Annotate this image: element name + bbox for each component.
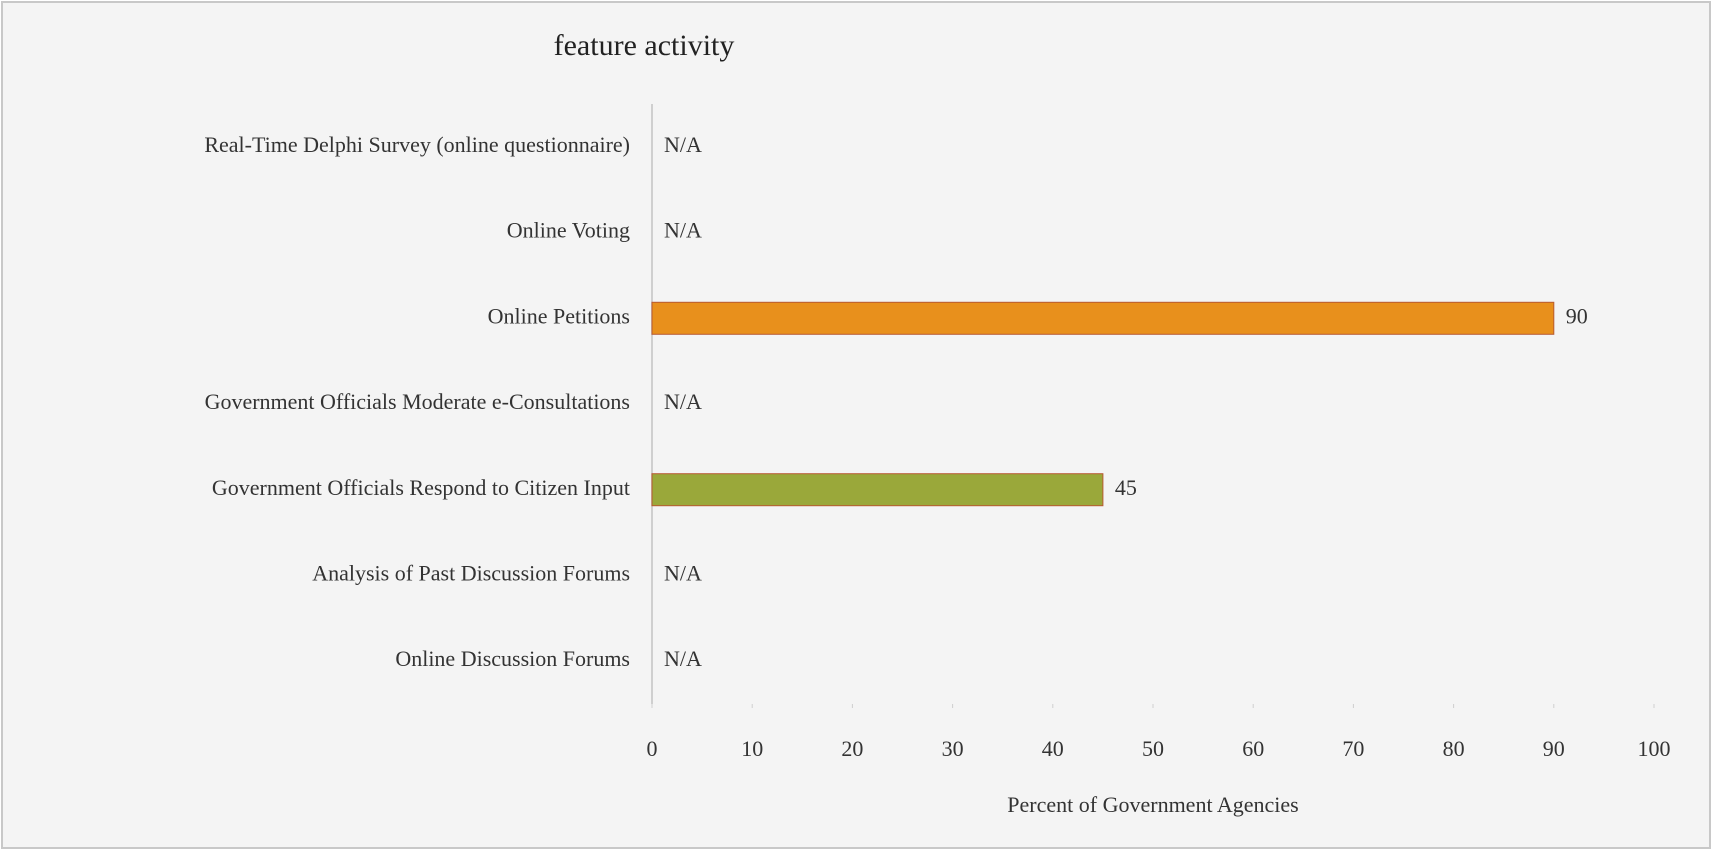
y-tick-label: Online Voting [507, 218, 630, 243]
y-tick-label: Government Officials Moderate e-Consulta… [205, 389, 630, 414]
y-tick-label: Real-Time Delphi Survey (online question… [204, 132, 630, 157]
bar [651, 473, 1104, 507]
x-axis-label: Percent of Government Agencies [1007, 792, 1298, 817]
value-label: 90 [1566, 303, 1588, 328]
x-tick-label: 40 [1042, 736, 1064, 761]
y-tick-label: Analysis of Past Discussion Forums [312, 560, 630, 585]
x-tick-label: 100 [1638, 736, 1671, 761]
x-tick-label: 80 [1443, 736, 1465, 761]
x-tick-label: 90 [1543, 736, 1565, 761]
y-tick-label: Government Officials Respond to Citizen … [212, 475, 630, 500]
x-tick-label: 50 [1142, 736, 1164, 761]
value-label: N/A [664, 389, 702, 414]
value-label: N/A [664, 218, 702, 243]
x-tick-label: 20 [841, 736, 863, 761]
x-tick-label: 0 [647, 736, 658, 761]
bar [651, 301, 1555, 335]
y-tick-label: Online Discussion Forums [395, 646, 630, 671]
x-tick-label: 60 [1242, 736, 1264, 761]
value-label: N/A [664, 560, 702, 585]
value-label: 45 [1115, 475, 1137, 500]
x-tick-label: 30 [942, 736, 964, 761]
x-tick-label: 70 [1342, 736, 1364, 761]
value-label: N/A [664, 132, 702, 157]
x-tick-label: 10 [741, 736, 763, 761]
chart-title: feature activity [554, 29, 735, 62]
value-label: N/A [664, 646, 702, 671]
y-tick-label: Online Petitions [488, 303, 630, 328]
